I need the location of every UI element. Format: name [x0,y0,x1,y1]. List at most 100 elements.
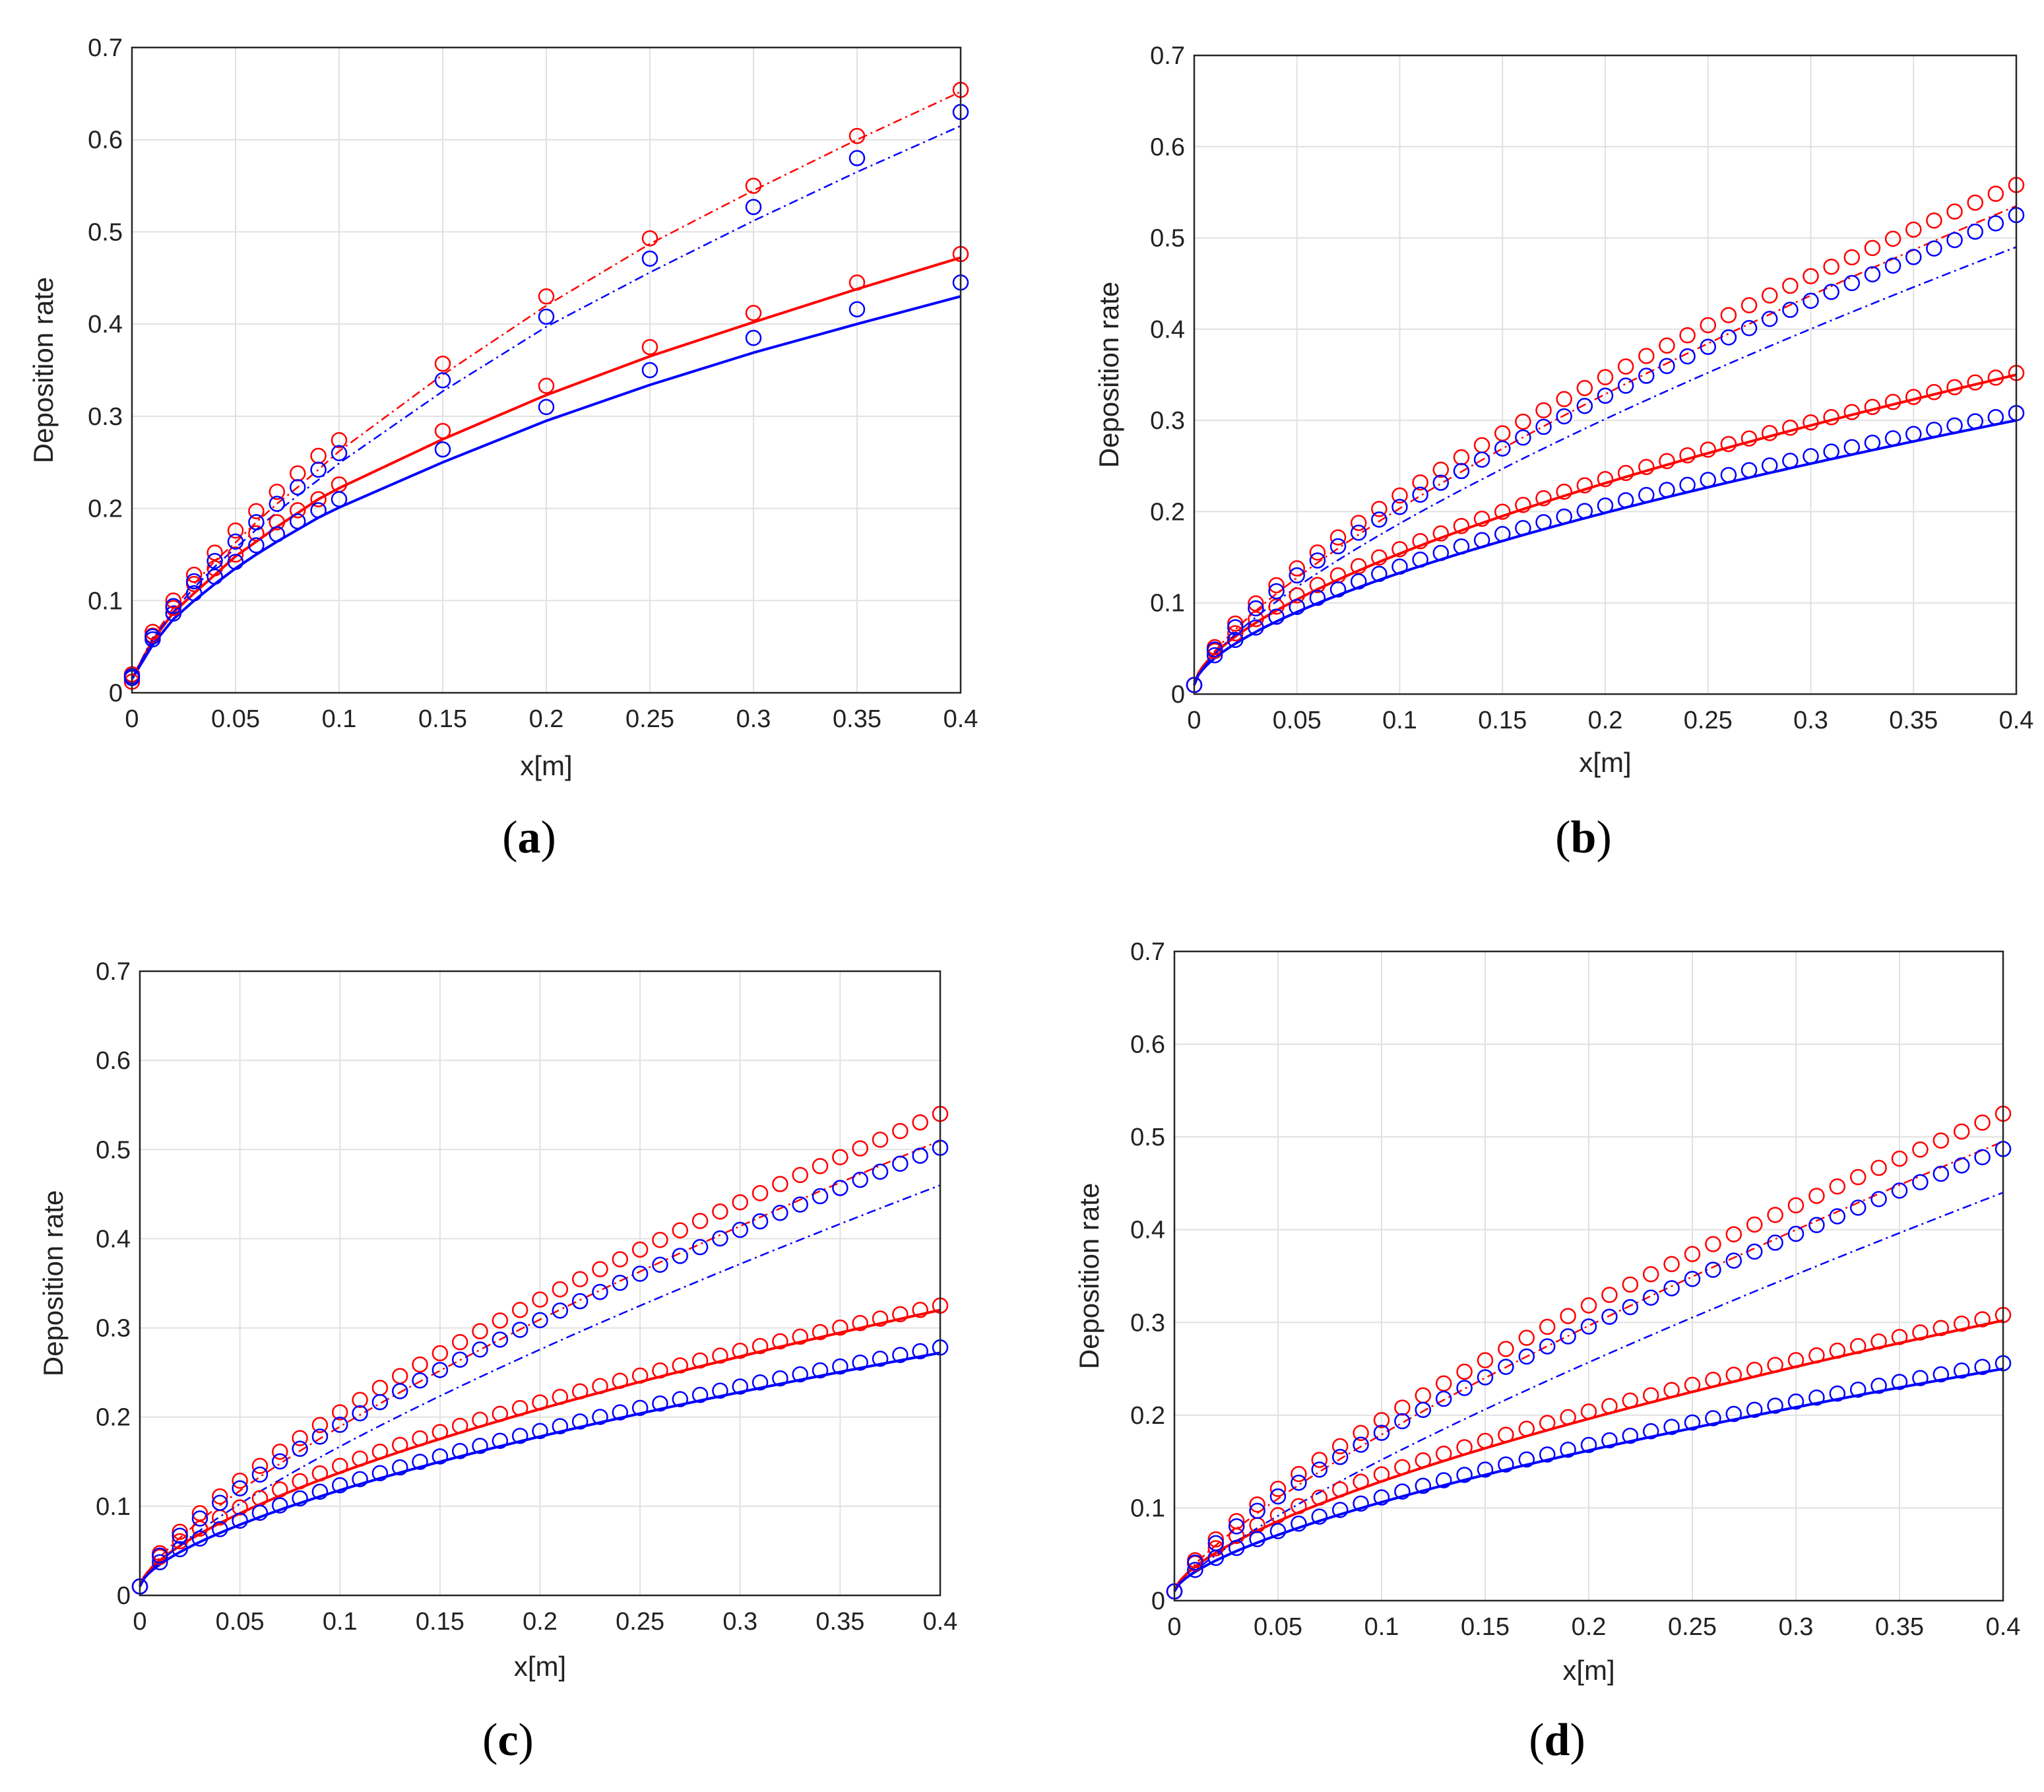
y-axis-label: Deposition rate [1093,282,1124,468]
data-point [1353,1473,1369,1490]
data-point [672,1222,689,1239]
data-point [1269,1488,1287,1505]
y-axis-label: Deposition rate [38,1190,69,1377]
data-point [1932,1165,1950,1182]
data-point [391,1459,408,1476]
data-point [1746,1243,1763,1260]
data-point [331,432,348,449]
data-point [1432,461,1450,478]
data-point [1206,647,1223,664]
data-point [1967,374,1983,391]
data-point [1926,212,1942,229]
data-point [1725,1252,1742,1269]
data-point [571,1383,589,1400]
x-tick-label: 0.25 [616,1608,664,1636]
data-point [1498,1426,1514,1443]
data-point [1829,1208,1846,1225]
data-point [451,1351,468,1368]
data-point [1601,1397,1618,1415]
data-point [712,1230,728,1247]
data-point [1415,1477,1432,1494]
data-point [538,288,555,305]
data-point [1412,474,1428,491]
data-point [1412,551,1428,568]
data-point [1912,1324,1929,1341]
data-point [1870,1191,1887,1207]
data-point [1432,544,1450,561]
data-point [1974,1311,1991,1328]
chart-b: 0 0.05 0.1 0.15 0.2 0.25 0.3 0.35 0.4 0 0.1 0.2 0.3 0… [1093,42,2033,778]
data-point [269,526,286,542]
data-point [1350,573,1367,590]
data-point [1371,511,1388,528]
data-point [1394,1483,1411,1500]
data-point [191,1510,208,1527]
data-point [812,1188,829,1205]
x-tick-label: 0.05 [1273,707,1322,734]
y-tick-label: 0.2 [88,496,123,523]
data-point [1953,1315,1970,1332]
data-point [912,1114,928,1131]
series-line [1193,246,2017,686]
y-tick-label: 0.5 [96,1136,131,1164]
data-point [1311,1452,1328,1468]
y-tick-label: 0.6 [1150,133,1185,161]
series-line [131,295,961,680]
data-point [1580,1297,1597,1314]
data-point [848,274,866,291]
data-point [1884,393,1901,410]
data-point [1787,1352,1804,1368]
data-point [631,1367,649,1384]
data-point [1373,1412,1390,1428]
data-point [691,1386,709,1403]
data-point [1891,1150,1908,1167]
data-point [1803,268,1819,284]
data-point [1498,1456,1514,1473]
data-point [332,1477,348,1494]
x-tick-label: 0 [125,705,139,733]
panel-label-a: (a) [502,812,556,863]
data-point [1249,1531,1265,1547]
data-point [912,1343,928,1360]
data-point [451,1333,468,1351]
data-point [472,1411,488,1428]
data-point [1535,490,1552,507]
x-tick-label: 0.05 [211,705,260,733]
y-tick-label: 0.4 [1150,316,1185,344]
data-point [269,514,286,530]
data-point [1884,230,1901,247]
data-point [1207,1540,1225,1556]
data-point [1829,1342,1846,1359]
x-axis-label: x[m] [1562,1655,1614,1686]
data-point [852,1315,868,1331]
data-point [1311,1508,1328,1525]
y-tick-label: 0.1 [88,587,123,615]
data-point [652,1395,668,1412]
data-point [691,1352,709,1369]
x-tick-label: 0.4 [1999,707,2034,734]
x-axis-label: x[m] [514,1651,566,1682]
data-point [269,484,286,500]
data-point [269,496,286,512]
data-point [592,1378,608,1394]
data-point [292,1440,308,1457]
x-tick-label: 0.15 [416,1608,464,1636]
data-point [431,1345,449,1362]
data-point [1515,496,1531,513]
data-point [832,1180,848,1196]
data-point [1659,337,1675,354]
data-point [1269,1507,1287,1523]
data-point [311,1417,329,1434]
y-tick-label: 0.5 [1150,225,1185,253]
data-point [732,1194,748,1211]
data-point [352,1392,368,1408]
data-point [812,1158,829,1174]
data-point [1679,327,1696,344]
data-point [289,513,306,530]
data-point [1353,1436,1369,1453]
x-tick-label: 0.3 [722,1608,757,1636]
y-tick-label: 0.6 [96,1047,131,1075]
data-point [1642,1387,1659,1403]
data-point [631,1265,649,1282]
data-point [511,1322,528,1338]
